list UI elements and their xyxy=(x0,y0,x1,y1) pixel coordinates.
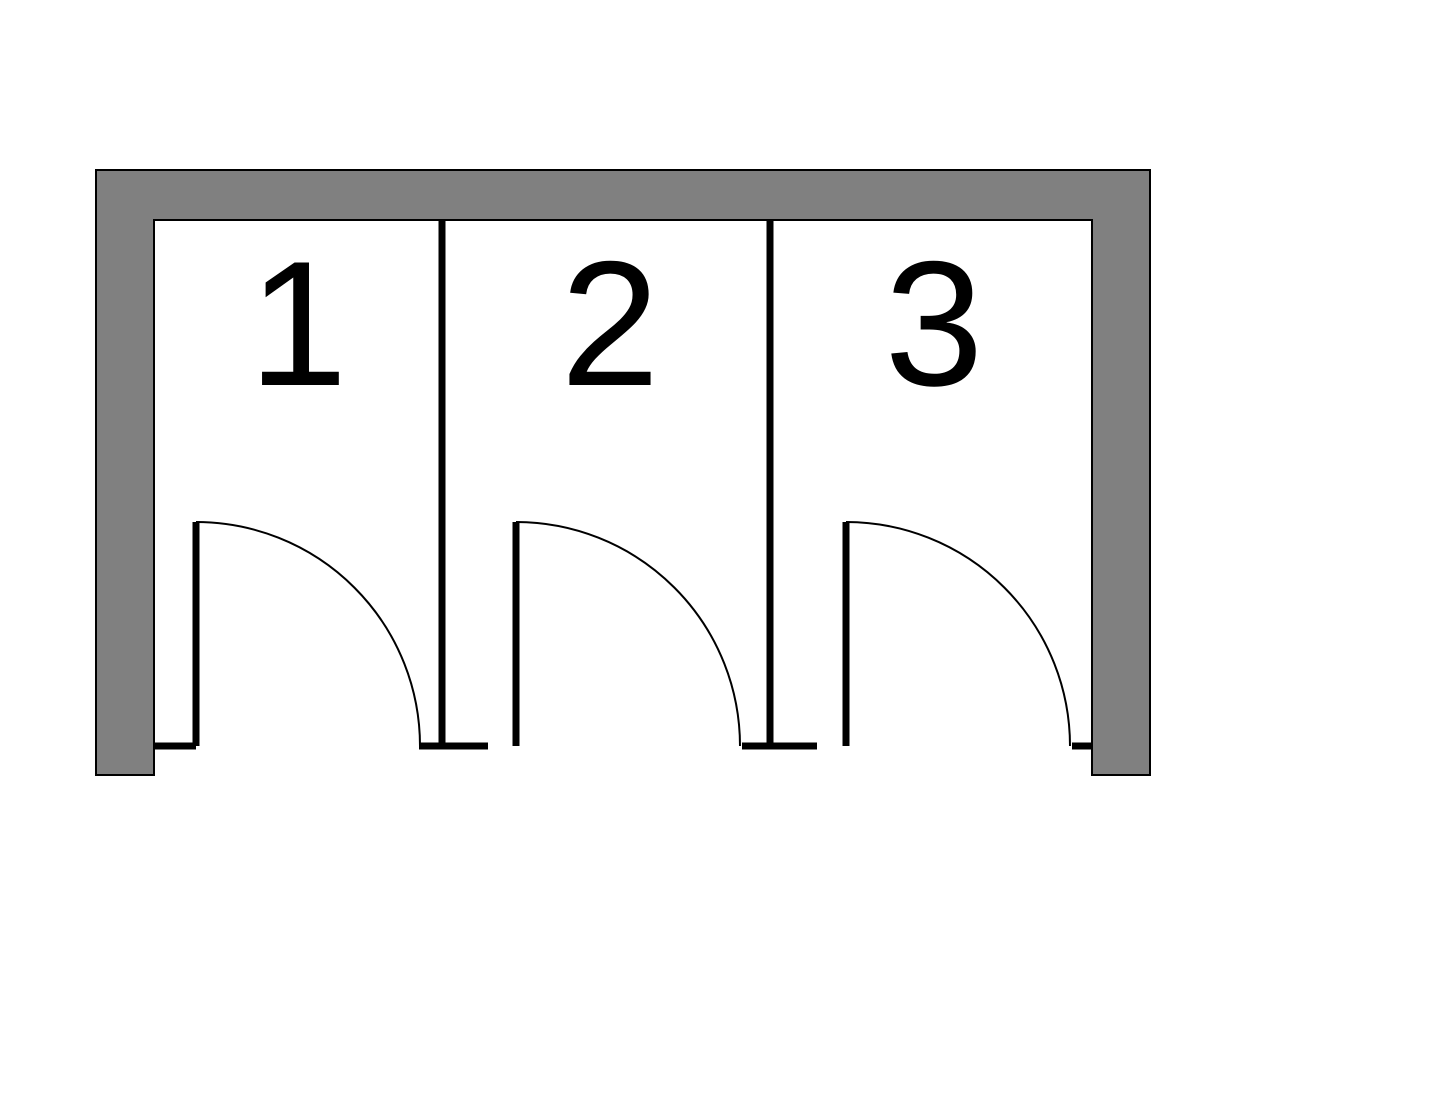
door-swing-arc-stall-3 xyxy=(846,522,1070,746)
stall-label-1: 1 xyxy=(249,235,348,413)
stall-label-2: 2 xyxy=(561,235,660,413)
stall-label-3: 3 xyxy=(885,235,984,413)
door-swing-arc-stall-1 xyxy=(196,522,420,746)
floorplan-canvas: 1 2 3 xyxy=(0,0,1445,1117)
floorplan-svg xyxy=(0,0,1445,1117)
door-swing-arc-stall-2 xyxy=(516,522,740,746)
